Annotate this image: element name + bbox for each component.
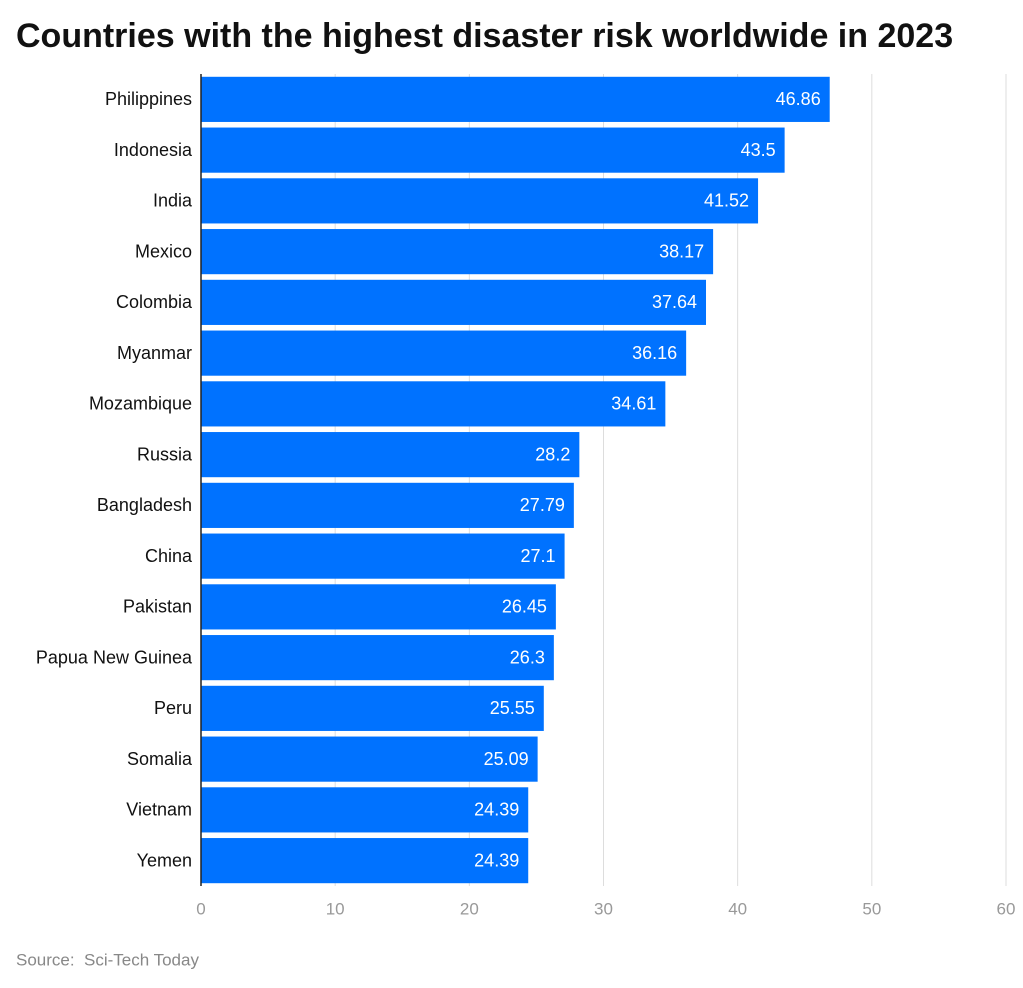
value-label: 36.16 xyxy=(632,343,677,363)
y-tick-label: Russia xyxy=(137,444,193,464)
source-label: Source: xyxy=(16,950,75,969)
bar xyxy=(201,432,580,478)
y-tick-label: Indonesia xyxy=(114,140,193,160)
bar xyxy=(201,76,830,122)
bar xyxy=(201,229,714,275)
value-label: 46.86 xyxy=(776,89,821,109)
bar xyxy=(201,584,556,630)
value-label: 43.5 xyxy=(741,140,776,160)
bar xyxy=(201,787,529,833)
y-tick-label: Yemen xyxy=(137,850,192,870)
x-tick-label: 40 xyxy=(728,899,747,918)
value-label: 34.61 xyxy=(611,394,656,414)
y-tick-label: Colombia xyxy=(116,292,193,312)
value-label: 28.2 xyxy=(535,444,570,464)
y-tick-label: Myanmar xyxy=(117,343,192,363)
y-tick-label: Bangladesh xyxy=(97,495,192,515)
value-label: 25.09 xyxy=(484,749,529,769)
x-tick-label: 60 xyxy=(997,899,1016,918)
bar xyxy=(201,838,529,884)
y-tick-label: Somalia xyxy=(127,749,193,769)
y-tick-label: Mexico xyxy=(135,241,192,261)
bar xyxy=(201,533,565,579)
bar xyxy=(201,736,538,782)
value-label: 41.52 xyxy=(704,191,749,211)
y-tick-label: Pakistan xyxy=(123,597,192,617)
bar xyxy=(201,381,666,427)
x-tick-label: 20 xyxy=(460,899,479,918)
bar xyxy=(201,330,687,376)
source: Sci-Tech Today xyxy=(84,950,199,969)
value-label: 37.64 xyxy=(652,292,697,312)
y-tick-label: Vietnam xyxy=(126,800,192,820)
value-label: 24.39 xyxy=(474,850,519,870)
x-tick-label: 0 xyxy=(196,899,205,918)
y-tick-label: Mozambique xyxy=(89,394,192,414)
value-label: 26.45 xyxy=(502,597,547,617)
x-tick-label: 30 xyxy=(594,899,613,918)
value-label: 27.1 xyxy=(521,546,556,566)
y-tick-label: China xyxy=(145,546,193,566)
y-tick-label: India xyxy=(153,191,193,211)
value-label: 25.55 xyxy=(490,698,535,718)
value-label: 26.3 xyxy=(510,647,545,667)
bar xyxy=(201,127,785,173)
y-tick-label: Peru xyxy=(154,698,192,718)
bar xyxy=(201,178,759,224)
bar xyxy=(201,279,707,325)
value-label: 38.17 xyxy=(659,241,704,261)
x-tick-label: 10 xyxy=(326,899,345,918)
bar xyxy=(201,635,554,681)
bar xyxy=(201,482,574,528)
chart-title: Countries with the highest disaster risk… xyxy=(16,17,953,55)
value-label: 24.39 xyxy=(474,800,519,820)
x-tick-label: 50 xyxy=(862,899,881,918)
y-tick-label: Philippines xyxy=(105,89,192,109)
bar xyxy=(201,685,544,731)
value-label: 27.79 xyxy=(520,495,565,515)
y-tick-label: Papua New Guinea xyxy=(36,647,193,667)
